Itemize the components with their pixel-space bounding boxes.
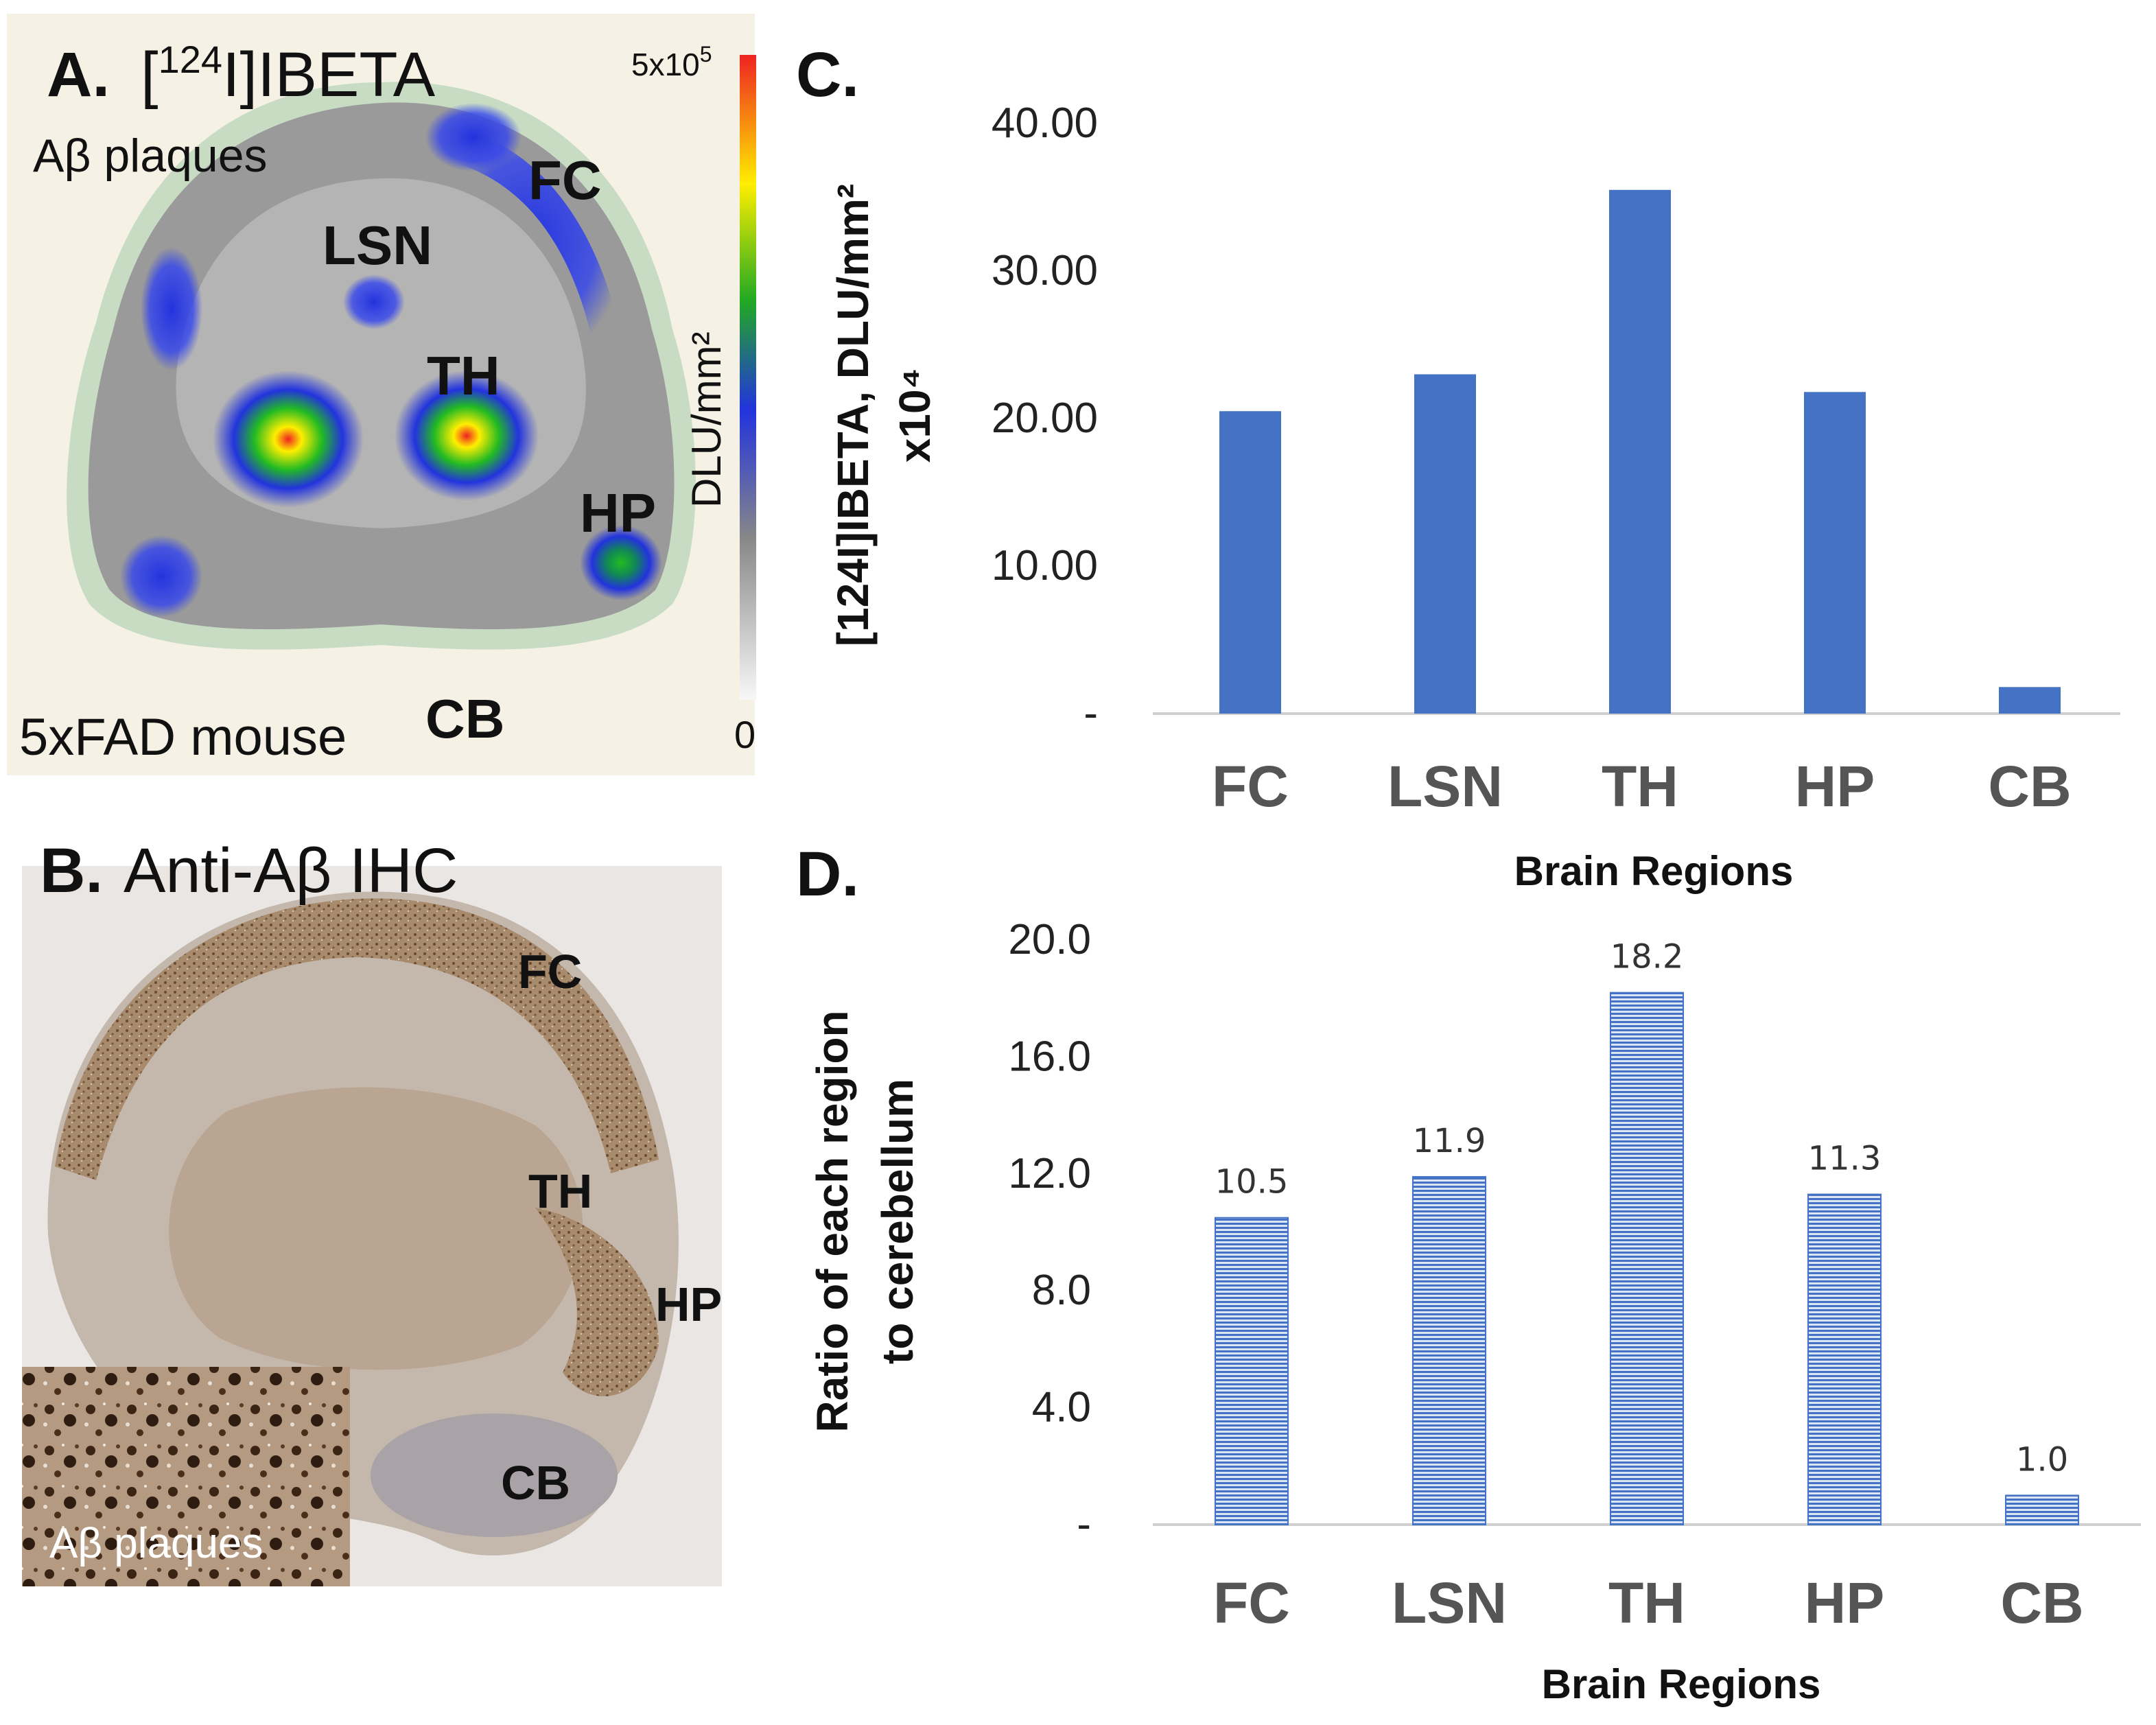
panel-c-ytick: 20.00: [992, 395, 1098, 442]
panel-d-ytick: 16.0: [1008, 1033, 1091, 1080]
panel-d-ytick: -: [1077, 1501, 1091, 1548]
panel-c-bar-lsn: [1414, 374, 1476, 714]
panel-a-region-fc: FC: [528, 150, 602, 211]
hp-hotspot: [580, 525, 662, 600]
panel-b-inset-label: Aβ plaques: [49, 1520, 263, 1567]
panel-d-bar-th: [1610, 991, 1684, 1526]
left-cortex-signal: [141, 247, 202, 371]
panel-c-ytick: 10.00: [992, 542, 1098, 589]
panel-d-data-label-lsn: 11.9: [1413, 1122, 1486, 1160]
panel-d-category-lsn: LSN: [1392, 1571, 1507, 1635]
panel-c-ytick: 30.00: [992, 247, 1098, 294]
panel-c-category-hp: HP: [1795, 754, 1875, 819]
panel-c-category-lsn: LSN: [1387, 754, 1503, 819]
panel-d-data-labels: 10.5 11.9 18.2 11.3 1.0: [1215, 938, 2069, 1479]
ihc-cb-region: [371, 1413, 618, 1537]
colorbar-max-exp: 5: [700, 42, 712, 67]
panel-d-category-cb: CB: [2000, 1571, 2083, 1635]
panel-d-category-th: TH: [1608, 1571, 1685, 1635]
panel-c-category-fc: FC: [1212, 754, 1289, 819]
panel-c-letter: C.: [796, 40, 859, 110]
panel-d-bar-fc: [1215, 1217, 1289, 1525]
ihc-section-image: [22, 891, 679, 1586]
panel-c-bar-th: [1609, 189, 1671, 714]
panel-b-region-cb: CB: [501, 1456, 570, 1510]
panel-b-region-hp: HP: [655, 1278, 722, 1331]
panel-c-ylabel-line2: x10⁴: [890, 368, 939, 462]
panel-c-bar-cb: [1999, 687, 2061, 714]
panel-a-title: [124I]IBETA: [141, 38, 436, 110]
panel-d-data-label-fc: 10.5: [1215, 1163, 1289, 1201]
panel-d-data-label-cb: 1.0: [2016, 1440, 2068, 1479]
ihc-inset: [22, 1367, 350, 1586]
panel-d-categories: FC LSN TH HP CB: [1213, 1571, 2084, 1635]
panel-c-categories: FC LSN TH HP CB: [1212, 754, 2072, 819]
colorbar-max-label: 5x105: [631, 42, 712, 82]
panel-a-title-tracer: I]IBETA: [222, 40, 436, 110]
colorbar-min-label: 0: [734, 713, 755, 756]
fc-blob: [425, 103, 522, 172]
panel-d: D. -4.08.012.016.020.0 10.511.918.211.31…: [796, 839, 2141, 1707]
panel-a-plaques-label: Aβ plaques: [33, 130, 268, 182]
panel-c-ytick: 40.00: [992, 99, 1098, 147]
panel-d-ytick: 20.0: [1008, 916, 1091, 963]
panel-c-category-th: TH: [1602, 754, 1678, 819]
panel-a-title-bracket: [: [141, 40, 159, 110]
panel-a-region-cb: CB: [425, 688, 505, 749]
panel-d-ytick: 8.0: [1032, 1267, 1091, 1314]
panel-d-category-fc: FC: [1213, 1571, 1290, 1635]
ihc-th-region: [169, 1087, 583, 1370]
panel-c: C. - 10.00 20.00 30.00 40.00 FC LSN TH HP CB Bra…: [796, 40, 2120, 894]
th-right-hotspot: [395, 371, 539, 501]
panel-c-yticks: - 10.00 20.00 30.00 40.00: [992, 99, 1098, 737]
panel-a-title-isotope: 124: [159, 38, 222, 81]
panel-b-region-fc: FC: [518, 945, 582, 998]
panel-d-category-hp: HP: [1805, 1571, 1885, 1635]
panel-b: B. Anti-Aβ IHC FC TH HP CB Aβ plaques: [22, 836, 722, 1586]
panel-d-bar-hp: [1807, 1193, 1882, 1525]
panel-a-mouse-label: 5xFAD mouse: [19, 708, 347, 766]
panel-d-bar-lsn: [1412, 1176, 1486, 1526]
panel-a-region-th: TH: [427, 345, 500, 406]
colorbar-max-base: 5x10: [631, 47, 700, 82]
panel-c-xlabel: Brain Regions: [1514, 848, 1794, 894]
panel-d-ylabel-line1: Ratio of each region: [808, 1010, 857, 1432]
panel-d-ytick: 12.0: [1008, 1150, 1091, 1197]
brain-scan-image: [67, 82, 696, 650]
ihc-hp-region: [535, 1208, 659, 1396]
panel-d-xlabel: Brain Regions: [1542, 1661, 1821, 1707]
left-hp-spot: [120, 535, 202, 618]
panel-d-data-label-hp: 11.3: [1808, 1140, 1882, 1178]
panel-c-ytick: -: [1083, 690, 1098, 737]
panel-d-data-label-th: 18.2: [1610, 938, 1684, 976]
panel-a-region-lsn: LSN: [323, 215, 432, 276]
panel-d-letter: D.: [796, 839, 859, 909]
panel-d-ylabel-line2: to cerebellum: [873, 1079, 922, 1364]
lsn-spot: [343, 274, 405, 329]
panel-a: A. [124I]IBETA Aβ plaques FC LSN TH HP C…: [7, 14, 756, 775]
ihc-cortex-stain: [55, 898, 659, 1180]
panel-d-ytick: 4.0: [1032, 1384, 1091, 1431]
panel-c-bars: [1219, 189, 2061, 714]
panel-d-yticks: - 4.0 8.0 12.0 16.0 20.0: [1008, 916, 1091, 1548]
panel-c-bar-hp: [1804, 392, 1866, 714]
panel-a-region-hp: HP: [580, 482, 656, 543]
panel-a-letter: A.: [47, 40, 110, 110]
th-left-hotspot: [213, 371, 364, 508]
panel-c-category-cb: CB: [1988, 754, 2071, 819]
panel-b-title: Anti-Aβ IHC: [124, 836, 458, 906]
panel-d-bar-cb: [2005, 1494, 2079, 1525]
panel-c-ylabel-line1: [124I]IBETA, DLU/mm²: [828, 184, 878, 646]
colorbar: [740, 55, 756, 700]
panel-c-bar-fc: [1219, 411, 1281, 714]
panel-d-bars: [1215, 991, 2079, 1526]
colorbar-unit-label: DLU/mm²: [683, 331, 729, 508]
panel-b-region-th: TH: [528, 1164, 592, 1218]
panel-b-letter: B.: [40, 836, 103, 906]
